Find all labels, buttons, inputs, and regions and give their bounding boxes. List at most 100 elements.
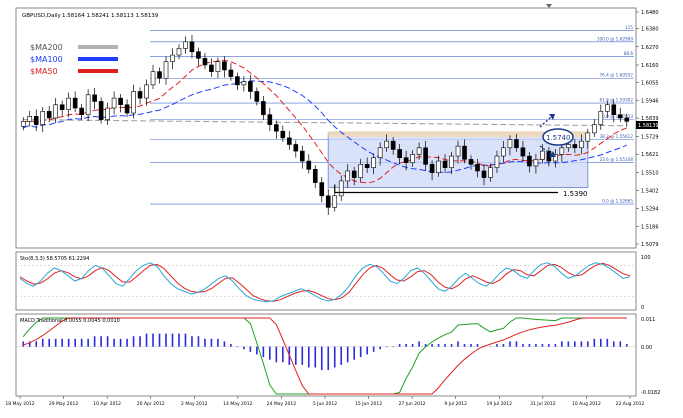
- macd-hist-bar: [619, 341, 622, 347]
- candle: [585, 128, 591, 149]
- stoch-axis-bottom: 0: [641, 305, 644, 311]
- arrow-up-dashed: [539, 115, 553, 128]
- candle: [397, 143, 402, 165]
- candle: [215, 57, 221, 79]
- macd-hist-bar: [379, 346, 381, 350]
- candle: [442, 154, 448, 173]
- candle: [501, 140, 506, 163]
- candle: [248, 74, 253, 100]
- arrow-down-head: [549, 151, 556, 157]
- candle: [111, 91, 117, 115]
- macd-hist-bar: [392, 346, 394, 348]
- price-tick-label: 1.5729: [641, 134, 659, 140]
- macd-hist-bar: [262, 346, 265, 358]
- date-tick-label: 19 Jul 2012: [487, 401, 513, 407]
- candle: [254, 87, 260, 106]
- candle: [144, 79, 149, 106]
- macd-hist-bar: [457, 341, 459, 347]
- candle: [475, 158, 480, 178]
- macd-hist-bar: [236, 346, 239, 348]
- fibo-label: 76.4 @ 1.60552: [600, 73, 634, 78]
- candle: [53, 97, 59, 124]
- price-tick-label: 1.5186: [641, 224, 659, 230]
- macd-hist-bar: [243, 346, 245, 350]
- macd-hist-bar: [119, 338, 122, 347]
- candle: [222, 56, 227, 78]
- candle: [27, 110, 33, 127]
- date-tick-label: 29 May 2012: [49, 401, 78, 407]
- candle: [306, 154, 312, 174]
- date-tick-label: 27 Jun 2012: [399, 401, 426, 407]
- stoch-k-line: [19, 262, 631, 303]
- macd-hist-bar: [580, 341, 583, 347]
- macd-hist-bar: [398, 344, 401, 347]
- candle: [319, 177, 325, 203]
- fibo-label: 23.6 @ 1.55108: [600, 157, 634, 162]
- candle: [299, 145, 305, 169]
- macd-hist-bar: [320, 346, 323, 371]
- candle: [261, 95, 266, 120]
- candle: [40, 107, 46, 133]
- macd-hist-bar: [327, 346, 330, 371]
- candle: [358, 158, 364, 182]
- candle: [507, 135, 513, 156]
- macd-hist-bar: [314, 346, 317, 368]
- macd-hist-bar: [574, 341, 576, 347]
- macd-hist-bar: [372, 346, 375, 352]
- macd-hist-bar: [599, 338, 602, 347]
- candle: [92, 88, 97, 110]
- candle: [494, 150, 500, 173]
- candle: [163, 56, 169, 85]
- macd-hist-bar: [612, 341, 615, 347]
- macd-hist-bar: [385, 346, 388, 348]
- candle: [170, 48, 175, 70]
- price-tick-label: 1.5946: [641, 98, 659, 104]
- macd-hist-bar: [217, 338, 219, 347]
- macd-hist-bar: [593, 338, 596, 347]
- macd-hist-bar: [106, 336, 109, 347]
- macd-hist-bar: [191, 336, 193, 347]
- macd-hist-bar: [301, 346, 304, 365]
- macd-hist-bar: [548, 344, 550, 347]
- candle: [345, 164, 351, 188]
- candle: [124, 99, 130, 118]
- candle: [267, 107, 273, 132]
- stoch-panel-title: Sto(8,3,3) 58.5705 61.2294: [20, 256, 89, 262]
- candle: [371, 153, 376, 175]
- macd-hist-bar: [126, 338, 128, 347]
- macd-hist-bar: [418, 341, 420, 347]
- candle: [384, 134, 389, 152]
- macd-hist-bar: [152, 333, 154, 347]
- macd-hist-bar: [28, 341, 31, 347]
- price-tick-label: 1.6380: [641, 27, 659, 33]
- macd-hist-bar: [249, 346, 252, 352]
- candle: [351, 166, 357, 186]
- candle: [46, 105, 52, 123]
- candle: [183, 36, 188, 54]
- macd-axis-bottom: -0.0182: [641, 390, 660, 396]
- chart-header-symbol: GBPUSD,Daily: [22, 13, 62, 19]
- candle: [436, 155, 441, 177]
- main-panel-frame: [15, 7, 637, 249]
- date-tick-label: 24 May 2012: [267, 401, 296, 407]
- macd-series: [16, 317, 636, 395]
- macd-hist-bar: [359, 346, 362, 358]
- macd-hist-bar: [307, 346, 310, 368]
- candle: [137, 87, 143, 105]
- candle: [79, 103, 84, 120]
- candle: [189, 35, 195, 59]
- candle: [591, 119, 597, 138]
- date-tick-label: 14 May 2012: [223, 401, 252, 407]
- candle: [579, 134, 584, 155]
- candles: [20, 35, 630, 216]
- price-tick-label: 1.5294: [641, 206, 659, 212]
- price-tick-label: 1.5510: [641, 171, 659, 177]
- macd-hist-bar: [282, 346, 284, 363]
- candle: [202, 52, 208, 70]
- date-tick-label: 22 Aug 2012: [616, 401, 645, 407]
- stoch-panel-frame: [15, 251, 637, 311]
- macd-hist-bar: [80, 338, 83, 347]
- macd-hist-bar: [158, 333, 161, 347]
- macd-hist-bar: [87, 338, 89, 347]
